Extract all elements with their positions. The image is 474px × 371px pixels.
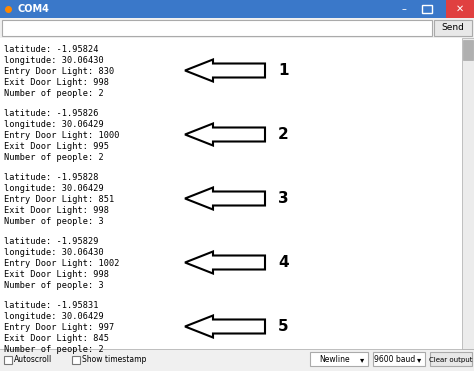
FancyBboxPatch shape: [422, 5, 432, 13]
Text: –: –: [401, 4, 406, 14]
Text: longitude: 30.06430: longitude: 30.06430: [4, 248, 104, 257]
Polygon shape: [185, 315, 265, 338]
Text: longitude: 30.06429: longitude: 30.06429: [4, 184, 104, 193]
Polygon shape: [185, 124, 265, 145]
Text: ▾: ▾: [417, 355, 421, 364]
Text: Number of people: 3: Number of people: 3: [4, 281, 104, 290]
FancyBboxPatch shape: [4, 356, 12, 364]
Text: Autoscroll: Autoscroll: [14, 355, 52, 364]
Text: Exit Door Light: 998: Exit Door Light: 998: [4, 206, 109, 215]
Text: Entry Door Light: 830: Entry Door Light: 830: [4, 68, 114, 76]
FancyBboxPatch shape: [2, 20, 432, 36]
FancyBboxPatch shape: [310, 352, 368, 366]
Text: Entry Door Light: 851: Entry Door Light: 851: [4, 196, 114, 204]
Text: Exit Door Light: 845: Exit Door Light: 845: [4, 334, 109, 343]
Text: Number of people: 2: Number of people: 2: [4, 153, 104, 162]
Text: Exit Door Light: 995: Exit Door Light: 995: [4, 142, 109, 151]
Text: Clear output: Clear output: [429, 357, 473, 363]
FancyBboxPatch shape: [463, 40, 473, 60]
Text: Exit Door Light: 998: Exit Door Light: 998: [4, 270, 109, 279]
Text: Show timestamp: Show timestamp: [82, 355, 146, 364]
FancyBboxPatch shape: [72, 356, 80, 364]
Text: Entry Door Light: 997: Entry Door Light: 997: [4, 324, 114, 332]
Text: longitude: 30.06429: longitude: 30.06429: [4, 312, 104, 321]
Polygon shape: [185, 187, 265, 210]
Text: 1: 1: [278, 63, 289, 78]
FancyBboxPatch shape: [446, 0, 474, 18]
Text: Entry Door Light: 1002: Entry Door Light: 1002: [4, 259, 119, 268]
FancyBboxPatch shape: [0, 349, 474, 371]
Text: latitude: -1.95824: latitude: -1.95824: [4, 45, 99, 54]
Text: Exit Door Light: 998: Exit Door Light: 998: [4, 78, 109, 87]
Text: ▾: ▾: [360, 355, 364, 364]
FancyBboxPatch shape: [462, 38, 474, 349]
Text: ✕: ✕: [456, 4, 464, 14]
Text: 4: 4: [278, 255, 289, 270]
Text: Number of people: 2: Number of people: 2: [4, 89, 104, 98]
Text: 2: 2: [278, 127, 289, 142]
FancyBboxPatch shape: [0, 38, 474, 349]
FancyBboxPatch shape: [434, 20, 472, 36]
FancyBboxPatch shape: [430, 352, 472, 366]
Polygon shape: [185, 59, 265, 82]
Polygon shape: [185, 252, 265, 273]
Text: latitude: -1.95826: latitude: -1.95826: [4, 109, 99, 118]
FancyBboxPatch shape: [0, 18, 474, 38]
Text: Send: Send: [442, 23, 465, 33]
Text: Number of people: 3: Number of people: 3: [4, 217, 104, 226]
Text: Newline: Newline: [319, 355, 350, 364]
Text: longitude: 30.06429: longitude: 30.06429: [4, 120, 104, 129]
Text: Number of people: 2: Number of people: 2: [4, 345, 104, 354]
Text: 5: 5: [278, 319, 289, 334]
Text: latitude: -1.95829: latitude: -1.95829: [4, 237, 99, 246]
Text: latitude: -1.95828: latitude: -1.95828: [4, 173, 99, 183]
FancyBboxPatch shape: [373, 352, 425, 366]
Text: COM4: COM4: [18, 4, 50, 14]
Text: longitude: 30.06430: longitude: 30.06430: [4, 56, 104, 65]
Text: latitude: -1.95831: latitude: -1.95831: [4, 301, 99, 311]
Text: 9600 baud: 9600 baud: [374, 355, 416, 364]
Text: Entry Door Light: 1000: Entry Door Light: 1000: [4, 131, 119, 140]
Text: 3: 3: [278, 191, 289, 206]
FancyBboxPatch shape: [0, 0, 474, 18]
